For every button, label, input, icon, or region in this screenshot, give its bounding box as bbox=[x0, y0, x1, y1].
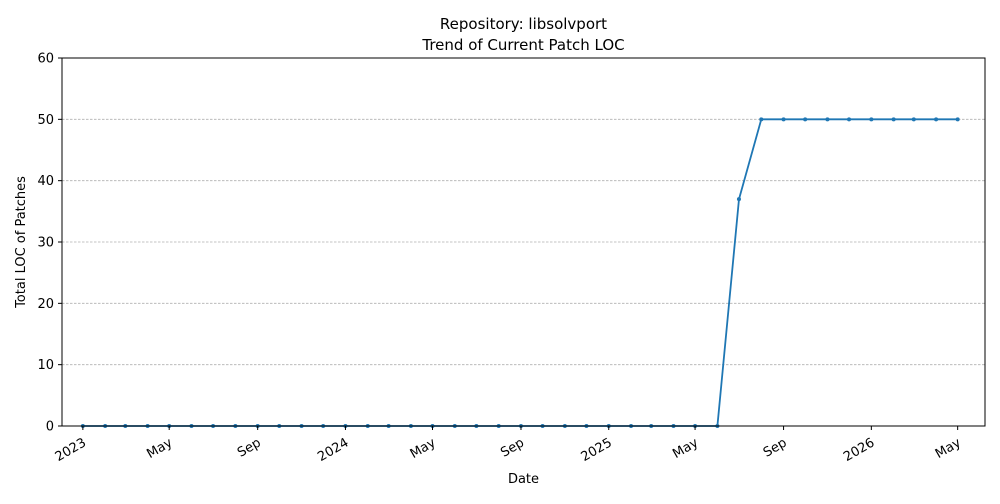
y-axis-label: Total LOC of Patches bbox=[14, 176, 29, 309]
series-layer bbox=[80, 117, 960, 428]
x-axis-label: Date bbox=[508, 472, 539, 487]
y-tick-label: 0 bbox=[46, 420, 54, 435]
data-point bbox=[847, 117, 852, 122]
data-point bbox=[891, 117, 896, 122]
y-tick-label: 60 bbox=[37, 52, 54, 67]
x-tick-label: Sep bbox=[498, 435, 527, 460]
data-point bbox=[825, 117, 830, 122]
x-tick-label: Sep bbox=[235, 435, 264, 460]
grid-lines bbox=[62, 118, 985, 366]
y-axis: 0 10 20 30 40 50 60 bbox=[37, 52, 62, 435]
y-tick-label: 40 bbox=[37, 174, 54, 189]
data-point bbox=[934, 117, 939, 122]
y-tick-label: 50 bbox=[37, 113, 54, 128]
x-axis: 2023 May Sep 2024 May Sep 2025 May Sep 2026 May bbox=[53, 426, 964, 465]
y-tick-label: 20 bbox=[37, 297, 54, 312]
data-point bbox=[955, 117, 960, 122]
data-point bbox=[803, 117, 808, 122]
x-tick-label: 2023 bbox=[53, 435, 89, 465]
x-tick-label: 2026 bbox=[841, 435, 877, 465]
data-point bbox=[759, 117, 764, 122]
x-tick-label: May bbox=[670, 435, 701, 462]
x-tick-label: 2024 bbox=[315, 435, 351, 465]
x-tick-label: May bbox=[408, 435, 439, 462]
x-tick-label: Sep bbox=[761, 435, 790, 460]
data-point bbox=[736, 197, 741, 202]
x-tick-label: 2025 bbox=[579, 435, 615, 465]
data-point bbox=[869, 117, 874, 122]
y-tick-label: 30 bbox=[37, 236, 54, 251]
y-tick-label: 10 bbox=[37, 358, 54, 373]
chart-title: Repository: libsolvport bbox=[440, 15, 607, 33]
data-point bbox=[911, 117, 916, 122]
x-tick-label: May bbox=[933, 435, 964, 462]
x-tick-label: May bbox=[144, 435, 175, 462]
chart-subtitle: Trend of Current Patch LOC bbox=[421, 36, 624, 54]
series-line bbox=[82, 118, 958, 427]
data-point bbox=[781, 117, 786, 122]
